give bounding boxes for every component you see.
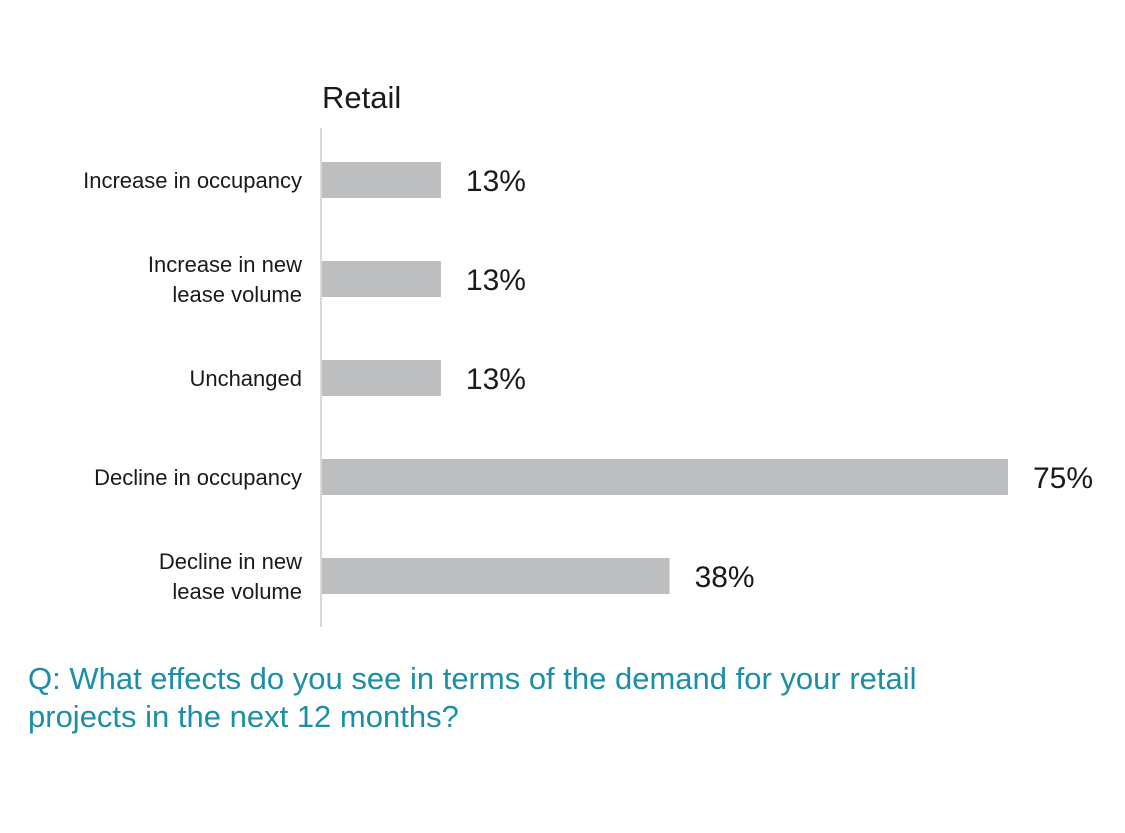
bar bbox=[322, 261, 441, 297]
category-label-line: Decline in occupancy bbox=[94, 465, 302, 490]
category-label-line: Increase in occupancy bbox=[83, 168, 302, 193]
bar bbox=[322, 558, 670, 594]
category-label: Decline in occupancy bbox=[94, 465, 302, 490]
chart-title: Retail bbox=[322, 80, 401, 115]
bar-chart: Retail 13% Increase in occupancy 13% Increa… bbox=[83, 80, 1093, 627]
value-label: 13% bbox=[466, 165, 526, 198]
category-label: Decline in new lease volume bbox=[159, 549, 302, 604]
bar bbox=[322, 459, 1008, 495]
category-label: Unchanged bbox=[189, 366, 302, 391]
category-label: Increase in occupancy bbox=[83, 168, 302, 193]
bar bbox=[322, 360, 441, 396]
bar bbox=[322, 162, 441, 198]
value-label: 13% bbox=[466, 264, 526, 297]
category-label-line: lease volume bbox=[172, 579, 302, 604]
category-label: Increase in new lease volume bbox=[148, 252, 302, 307]
bars-group: 13% Increase in occupancy 13% Increase in n… bbox=[83, 162, 1093, 604]
value-label: 75% bbox=[1033, 462, 1093, 495]
category-label-line: Unchanged bbox=[189, 366, 302, 391]
category-label-line: Increase in new bbox=[148, 252, 302, 277]
question-caption: Q: What effects do you see in terms of t… bbox=[28, 661, 917, 734]
category-label-line: Decline in new bbox=[159, 549, 302, 574]
value-label: 38% bbox=[695, 561, 755, 594]
value-label: 13% bbox=[466, 363, 526, 396]
category-label-line: lease volume bbox=[172, 282, 302, 307]
